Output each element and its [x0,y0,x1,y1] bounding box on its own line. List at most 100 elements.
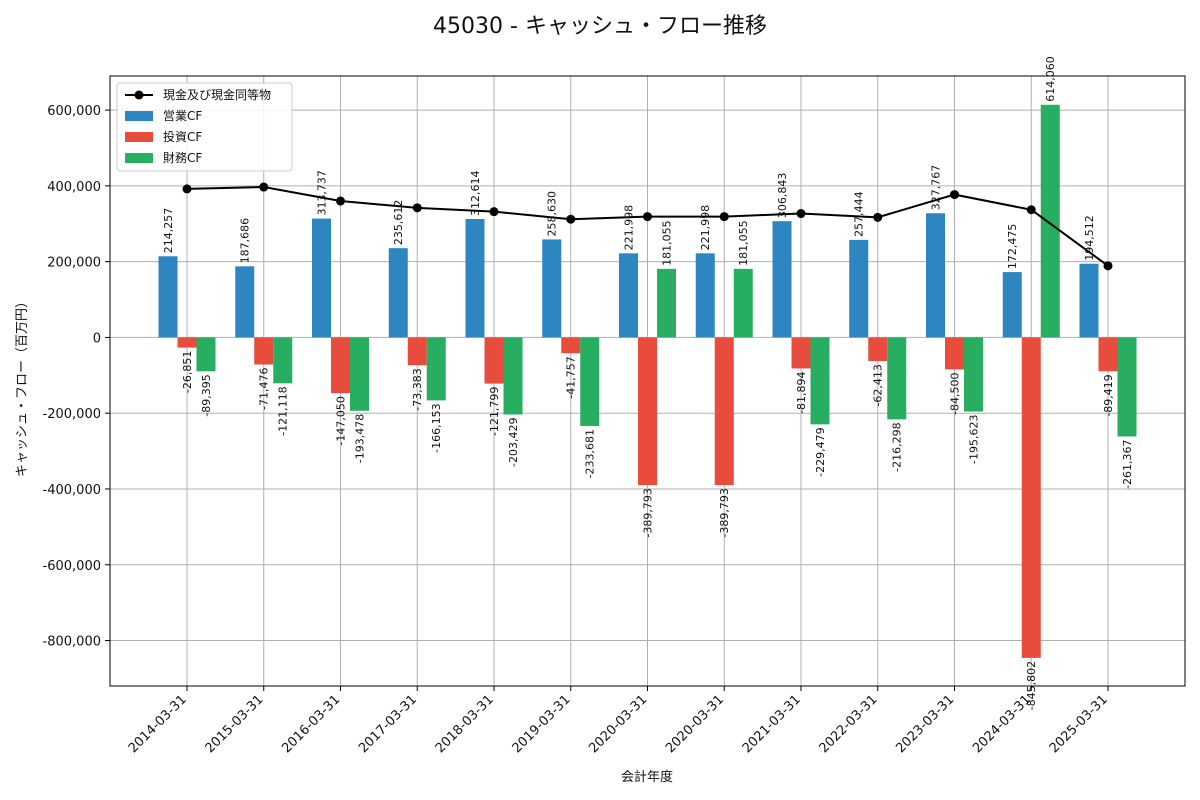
legend-marker [134,90,144,100]
bar-0 [388,248,408,338]
data-label: -261,367 [1121,439,1134,488]
data-label: -71,476 [258,368,271,410]
y-axis-label: キャッシュ・フロー（百万円） [15,295,30,477]
bar-2 [964,337,983,412]
chart-title: 45030 - キャッシュ・フロー推移 [433,14,767,39]
bar-2 [810,337,830,425]
x-tick-label: 2020-03-31 [586,692,650,756]
bar-1 [407,337,427,366]
cash-point [259,182,269,192]
cash-point [873,212,883,222]
cash-point [796,209,806,219]
data-label: -81,894 [795,371,808,413]
data-label: 312,614 [469,170,482,216]
y-tick-label: 200,000 [47,256,101,271]
bar-0 [158,256,178,338]
x-tick-label: 2021-03-31 [740,692,804,756]
bar-0 [849,239,869,338]
data-label: -73,383 [411,368,424,410]
data-label: 235,612 [392,200,405,246]
bar-1 [638,337,657,486]
data-label: -41,757 [565,356,578,398]
legend-label: 投資CF [163,129,202,144]
x-axis: 2014-03-31 2015-03-31 2016-03-31 2017-03-31… [126,686,1111,756]
bar-1 [484,337,504,384]
data-label: 187,686 [239,218,252,264]
x-tick-label: 2023-03-31 [893,692,957,756]
data-label: -89,419 [1102,374,1115,416]
bar-1 [1098,337,1118,372]
cash-point [1026,205,1036,215]
data-label: -229,479 [814,427,827,476]
cash-point [182,184,192,194]
bar-2 [1040,104,1060,338]
bar-0 [235,266,255,338]
bar-2 [350,337,369,411]
data-label: 257,444 [853,191,866,237]
data-label: -26,851 [181,351,194,393]
y-tick-label: 600,000 [47,104,101,119]
bar-0 [465,218,485,338]
y-tick-label: 400,000 [47,180,101,195]
bar-1 [177,337,197,348]
cash-point [489,207,499,217]
data-label: 258,630 [546,191,559,237]
data-label: 181,055 [661,220,674,266]
bar-1 [868,337,888,362]
bar-1 [254,337,274,365]
y-tick-label: -800,000 [43,635,101,650]
x-tick-label: 2022-03-31 [817,692,881,756]
bar-2 [887,337,907,420]
data-label: 313,737 [316,170,329,216]
data-label: 181,055 [737,220,750,266]
data-label: -89,395 [200,374,213,416]
x-axis-label: 会計年度 [621,769,673,785]
data-label: -216,298 [891,422,904,471]
data-label: -147,050 [335,396,348,445]
bar-2 [733,268,753,338]
bar-2 [657,268,676,338]
data-label: -193,478 [354,414,367,463]
bar-1 [331,337,350,394]
y-tick-label: 0 [93,331,101,346]
y-tick-label: -400,000 [43,483,101,498]
x-tick-label: 2025-03-31 [1047,692,1111,756]
y-axis: -800,000 -600,000 -400,000 -200,000 0 200,000… [43,104,110,650]
data-label: -166,153 [430,403,443,452]
bar-2 [503,337,523,415]
cash-point [566,214,576,224]
legend-box [116,82,293,172]
data-label: 221,998 [623,205,636,251]
data-label: -203,429 [507,418,520,467]
legend-label: 現金及び現金同等物 [163,87,271,102]
bar-0 [772,221,792,338]
bar-1 [714,337,734,486]
cash-point [412,203,422,213]
data-labels: 214,257 187,686 313,737 235,612 312,614 258,6… [162,56,1134,710]
bar-2 [580,337,600,426]
y-tick-label: -200,000 [43,407,101,422]
cash-line [182,182,1113,271]
bar-0 [619,253,638,338]
bar-2 [196,337,216,372]
bar-2 [273,337,293,384]
data-label: -195,623 [968,415,981,464]
data-label: -121,118 [277,386,290,435]
legend-swatch [125,153,153,163]
legend-swatch [125,111,153,121]
bars [158,104,1137,658]
bar-0 [1079,263,1099,338]
x-tick-label: 2016-03-31 [279,692,343,756]
bar-0 [926,213,945,338]
data-label: -389,793 [718,488,731,537]
data-label: 327,767 [930,165,943,211]
data-label: 194,512 [1083,215,1096,261]
bar-0 [542,239,562,338]
data-label: 221,998 [699,205,712,251]
x-tick-label: 2024-03-31 [970,692,1034,756]
data-label: -84,500 [949,372,962,414]
y-tick-label: -600,000 [43,559,101,574]
data-label: -121,799 [488,387,501,436]
